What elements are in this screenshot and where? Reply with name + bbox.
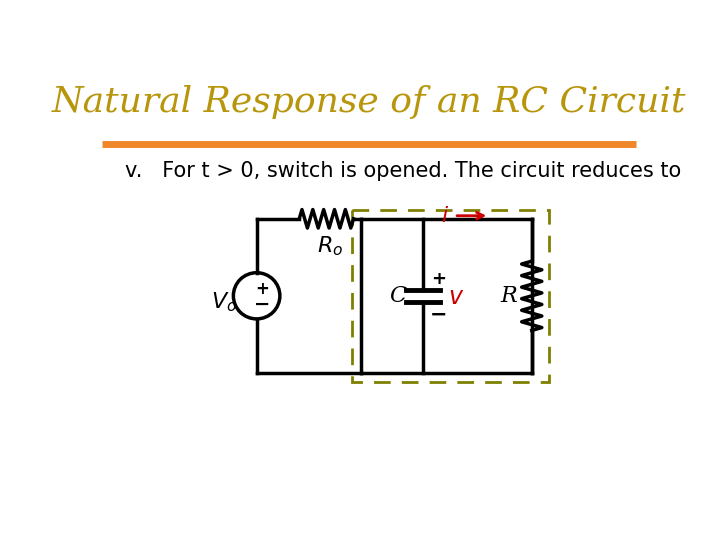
Bar (352, 210, 549, 382)
Text: Natural Response of an RC Circuit: Natural Response of an RC Circuit (52, 85, 686, 119)
Text: R: R (500, 285, 517, 307)
Text: −: − (430, 304, 448, 325)
Text: C: C (390, 285, 406, 307)
Text: $v$: $v$ (448, 286, 464, 309)
Text: $R_o$: $R_o$ (317, 234, 343, 258)
Text: v.   For t > 0, switch is opened. The circuit reduces to: v. For t > 0, switch is opened. The circ… (125, 161, 681, 181)
Text: +: + (431, 270, 446, 288)
Text: +: + (255, 280, 269, 298)
Text: −: − (254, 295, 270, 314)
Text: $i$: $i$ (441, 205, 449, 227)
Text: $V_o$: $V_o$ (211, 290, 238, 314)
